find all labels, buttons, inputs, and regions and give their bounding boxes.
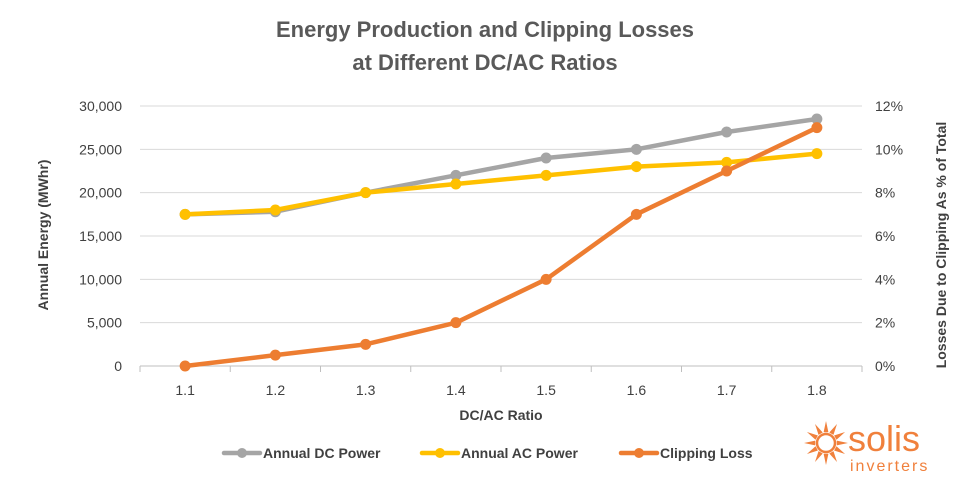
y-tick-label: 10,000 [79,271,122,287]
data-point [630,143,642,155]
data-point [540,169,552,181]
data-point [360,187,372,199]
y2-axis-title: Losses Due to Clipping As % of Total [933,122,949,369]
x-tick-label: 1.8 [807,382,827,398]
series [179,113,823,372]
sun-ray [823,421,829,433]
y-tick-label: 15,000 [79,228,122,244]
sun-ray [815,423,823,435]
x-tick-label: 1.4 [446,382,466,398]
logo-sub: inverters [850,458,929,475]
data-point [540,152,552,164]
legend-swatch-marker [634,448,644,458]
solis-logo: solis inverters [804,418,929,475]
data-point [811,148,823,160]
series-line [182,151,820,217]
sun-ray [815,451,823,463]
series-line [182,125,820,369]
data-point [360,338,372,350]
sun-ray [836,440,848,446]
x-tick-label: 1.2 [266,382,286,398]
data-point [630,161,642,173]
x-tick-label: 1.7 [717,382,737,398]
y-tick-label: 5,000 [87,315,122,331]
sun-ray [829,451,837,463]
sun-ray [806,446,818,454]
series-2 [179,122,823,372]
y-axis-ticks: 0 5,000 10,000 15,000 20,000 25,000 30,000 [79,98,122,374]
chart-title-line-1: Energy Production and Clipping Losses [276,17,694,42]
legend: Annual DC Power Annual AC Power Clipping L… [221,445,753,461]
data-point [721,165,733,177]
y2-tick-label: 12% [875,98,903,114]
legend-item: Annual AC Power [419,445,578,461]
legend-item: Annual DC Power [221,445,381,461]
data-point [179,360,191,372]
sun-core [815,432,837,454]
y2-tick-label: 0% [875,358,895,374]
sun-ray [829,423,837,435]
sun-ray [834,432,846,440]
series-1 [179,148,823,220]
x-tick-label: 1.1 [175,382,195,398]
y-tick-label: 0 [114,358,122,374]
y2-tick-label: 4% [875,271,895,287]
legend-item: Clipping Loss [618,445,753,461]
y-axis-title: Annual Energy (MWhr) [35,160,51,311]
x-axis-title: DC/AC Ratio [459,407,542,423]
gridlines [140,105,862,367]
legend-swatch-marker [435,448,445,458]
data-point [811,122,823,134]
y2-tick-label: 10% [875,141,903,157]
y2-tick-label: 8% [875,185,895,201]
sun-ray [806,432,818,440]
sun-icon [804,421,848,465]
x-tick-label: 1.3 [356,382,376,398]
data-point [179,208,191,220]
legend-label: Annual AC Power [461,445,578,461]
legend-swatch-marker [237,448,247,458]
sun-ray [834,446,846,454]
x-tick-label: 1.5 [536,382,556,398]
data-point [450,317,462,329]
data-point [450,178,462,190]
sun-ray [823,453,829,465]
legend-label: Clipping Loss [660,445,753,461]
data-point [540,273,552,285]
legend-label: Annual DC Power [263,445,381,461]
y-tick-label: 30,000 [79,98,122,114]
data-point [269,349,281,361]
data-point [721,126,733,138]
data-point [269,204,281,216]
y2-tick-label: 6% [875,228,895,244]
y2-axis-ticks: 0% 2% 4% 6% 8% 10% 12% [875,98,903,374]
x-tick-label: 1.6 [627,382,647,398]
logo-name: solis [848,418,920,459]
y2-tick-label: 2% [875,315,895,331]
y-tick-label: 25,000 [79,141,122,157]
x-axis-ticks: 1.1 1.2 1.3 1.4 1.5 1.6 1.7 1.8 [139,366,863,398]
data-point [630,208,642,220]
chart-title-line-2: at Different DC/AC Ratios [352,50,617,75]
sun-ray [804,440,816,446]
y-tick-label: 20,000 [79,185,122,201]
